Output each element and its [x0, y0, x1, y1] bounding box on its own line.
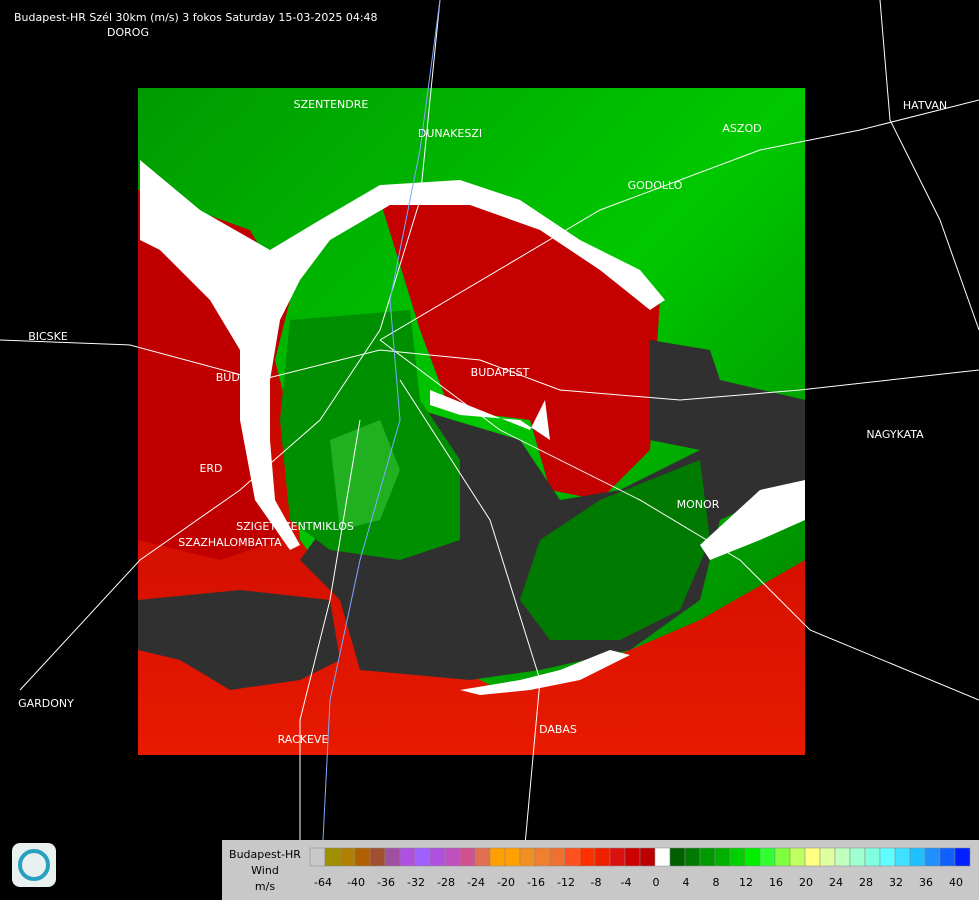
legend-label: -8 [591, 876, 602, 889]
legend-swatch [684, 847, 701, 867]
place-label: BUDAPEST [471, 366, 530, 379]
legend: Budapest-HR Wind m/s -64 -40 -36 -32 -28 -24-… [222, 840, 979, 900]
legend-label: -12 [557, 876, 575, 889]
legend-swatch [519, 847, 536, 867]
title: Budapest-HR Szél 30km (m/s) 3 fokos Satu… [14, 11, 378, 24]
place-label: MONOR [677, 498, 720, 511]
legend-swatch [894, 847, 911, 867]
legend-label: 28 [859, 876, 873, 889]
legend-swatch [804, 847, 821, 867]
legend-swatch [624, 847, 641, 867]
legend-swatch [729, 847, 746, 867]
place-label: ASZOD [722, 122, 761, 135]
legend-swatch [669, 847, 686, 867]
legend-swatch [849, 847, 866, 867]
legend-swatch [639, 847, 656, 867]
legend-swatch [954, 847, 971, 867]
place-labels: DOROG SZENTENDRE DUNAKESZI ASZOD HATVAN GODOL… [18, 26, 974, 899]
place-label: SZENTENDRE [294, 98, 369, 111]
place-label: DUNAKESZI [418, 127, 482, 140]
place-label: SZAZHALOMBATTA [178, 536, 282, 549]
legend-label: -20 [497, 876, 515, 889]
legend-label: -4 [621, 876, 632, 889]
legend-label: 0 [653, 876, 660, 889]
legend-swatch [864, 847, 881, 867]
legend-swatch [609, 847, 626, 867]
legend-swatch [549, 847, 566, 867]
legend-swatch [924, 847, 941, 867]
legend-swatch [459, 847, 476, 867]
legend-swatch [384, 847, 401, 867]
legend-title: Budapest-HR [229, 848, 301, 861]
radar-image [138, 88, 805, 755]
legend-label: 36 [919, 876, 933, 889]
legend-swatch [474, 847, 491, 867]
legend-swatch [774, 847, 791, 867]
legend-swatch [414, 847, 431, 867]
logo [12, 843, 56, 887]
place-label: BICSKE [28, 330, 68, 343]
rivers [319, 0, 441, 900]
place-label: HATVAN [903, 99, 947, 112]
legend-swatch [594, 847, 611, 867]
legend-swatch [579, 847, 596, 867]
place-label: GARDONY [18, 697, 74, 710]
legend-swatch [834, 847, 851, 867]
legend-swatch [819, 847, 836, 867]
legend-label: 40 [949, 876, 963, 889]
legend-label: -64 [314, 876, 332, 889]
legend-swatch [309, 847, 326, 867]
legend-swatch [879, 847, 896, 867]
legend-label: 16 [769, 876, 783, 889]
legend-label: -32 [407, 876, 425, 889]
legend-swatch [429, 847, 446, 867]
legend-label: 24 [829, 876, 843, 889]
legend-label: 4 [683, 876, 690, 889]
legend-label: -40 [347, 876, 365, 889]
legend-title: Wind [251, 864, 279, 877]
legend-swatch [444, 847, 461, 867]
legend-swatch [909, 847, 926, 867]
legend-swatch [564, 847, 581, 867]
legend-swatch [789, 847, 806, 867]
place-label: RACKEVE [278, 733, 329, 746]
legend-swatch [399, 847, 416, 867]
legend-label: -28 [437, 876, 455, 889]
legend-swatch [744, 847, 761, 867]
legend-label: -36 [377, 876, 395, 889]
place-label: GODOLLO [628, 179, 683, 192]
legend-swatch [939, 847, 956, 867]
legend-swatch [354, 847, 371, 867]
legend-swatch [534, 847, 551, 867]
place-label: DOROG [107, 26, 149, 39]
legend-label: 20 [799, 876, 813, 889]
legend-label: 32 [889, 876, 903, 889]
legend-label: -24 [467, 876, 485, 889]
place-label: SZIGETSZENTMIKLOS [236, 520, 354, 533]
place-label: ERD [199, 462, 222, 475]
legend-swatch [759, 847, 776, 867]
legend-swatch [324, 847, 341, 867]
legend-swatch [714, 847, 731, 867]
legend-label: -16 [527, 876, 545, 889]
place-label: NAGYKATA [866, 428, 924, 441]
legend-swatch [504, 847, 521, 867]
legend-swatch [369, 847, 386, 867]
legend-swatch [699, 847, 716, 867]
place-label: DABAS [539, 723, 577, 736]
place-label: BUDAORS [216, 371, 271, 384]
legend-swatch [654, 847, 671, 867]
legend-label: 12 [739, 876, 753, 889]
legend-swatch [339, 847, 356, 867]
legend-label: 8 [713, 876, 720, 889]
legend-title: m/s [255, 880, 275, 893]
legend-swatch [489, 847, 506, 867]
